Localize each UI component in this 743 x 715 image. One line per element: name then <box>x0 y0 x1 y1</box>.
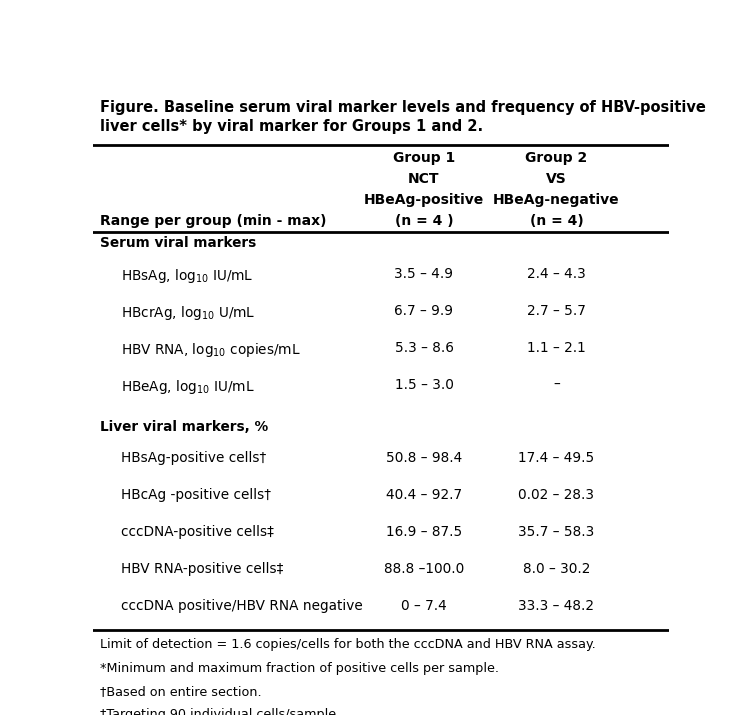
Text: 2.4 – 4.3: 2.4 – 4.3 <box>527 267 585 281</box>
Text: (n = 4): (n = 4) <box>530 214 583 227</box>
Text: 0.02 – 28.3: 0.02 – 28.3 <box>519 488 594 502</box>
Text: Liver viral markers, %: Liver viral markers, % <box>100 420 268 434</box>
Text: (n = 4 ): (n = 4 ) <box>395 214 453 227</box>
Text: HBcAg -positive cells†: HBcAg -positive cells† <box>120 488 270 502</box>
Text: HBsAg, log$_{10}$ IU/mL: HBsAg, log$_{10}$ IU/mL <box>120 267 253 285</box>
Text: HBeAg-positive: HBeAg-positive <box>364 192 484 207</box>
Text: 17.4 – 49.5: 17.4 – 49.5 <box>519 451 594 465</box>
Text: 33.3 – 48.2: 33.3 – 48.2 <box>519 599 594 613</box>
Text: 2.7 – 5.7: 2.7 – 5.7 <box>527 304 585 317</box>
Text: 50.8 – 98.4: 50.8 – 98.4 <box>386 451 462 465</box>
Text: HBV RNA, log$_{10}$ copies/mL: HBV RNA, log$_{10}$ copies/mL <box>120 340 300 359</box>
Text: HBsAg-positive cells†: HBsAg-positive cells† <box>120 451 266 465</box>
Text: Group 1: Group 1 <box>393 151 455 164</box>
Text: 16.9 – 87.5: 16.9 – 87.5 <box>386 525 462 539</box>
Text: VS: VS <box>546 172 567 186</box>
Text: 88.8 –100.0: 88.8 –100.0 <box>384 562 464 576</box>
Text: cccDNA positive/HBV RNA negative: cccDNA positive/HBV RNA negative <box>120 599 363 613</box>
Text: Serum viral markers: Serum viral markers <box>100 235 256 250</box>
Text: HBeAg, log$_{10}$ IU/mL: HBeAg, log$_{10}$ IU/mL <box>120 378 254 395</box>
Text: Figure. Baseline serum viral marker levels and frequency of HBV-positive
liver c: Figure. Baseline serum viral marker leve… <box>100 99 706 134</box>
Text: 6.7 – 9.9: 6.7 – 9.9 <box>395 304 453 317</box>
Text: 1.5 – 3.0: 1.5 – 3.0 <box>395 378 453 392</box>
Text: HBcrAg, log$_{10}$ U/mL: HBcrAg, log$_{10}$ U/mL <box>120 304 255 322</box>
Text: cccDNA-positive cells‡: cccDNA-positive cells‡ <box>120 525 273 539</box>
Text: –: – <box>553 378 559 392</box>
Text: Group 2: Group 2 <box>525 151 588 164</box>
Text: †Based on entire section.: †Based on entire section. <box>100 685 262 698</box>
Text: 40.4 – 92.7: 40.4 – 92.7 <box>386 488 462 502</box>
Text: *Minimum and maximum fraction of positive cells per sample.: *Minimum and maximum fraction of positiv… <box>100 661 499 675</box>
Text: HBeAg-negative: HBeAg-negative <box>493 192 620 207</box>
Text: 1.1 – 2.1: 1.1 – 2.1 <box>527 340 585 355</box>
Text: HBV RNA-positive cells‡: HBV RNA-positive cells‡ <box>120 562 283 576</box>
Text: 35.7 – 58.3: 35.7 – 58.3 <box>519 525 594 539</box>
Text: NCT: NCT <box>408 172 440 186</box>
Text: 3.5 – 4.9: 3.5 – 4.9 <box>395 267 453 281</box>
Text: 8.0 – 30.2: 8.0 – 30.2 <box>523 562 590 576</box>
Text: 0 – 7.4: 0 – 7.4 <box>401 599 447 613</box>
Text: Range per group (min - max): Range per group (min - max) <box>100 214 326 227</box>
Text: Limit of detection = 1.6 copies/cells for both the cccDNA and HBV RNA assay.: Limit of detection = 1.6 copies/cells fo… <box>100 638 596 651</box>
Text: ‡Targeting 90 individual cells/sample.: ‡Targeting 90 individual cells/sample. <box>100 708 340 715</box>
Text: 5.3 – 8.6: 5.3 – 8.6 <box>395 340 453 355</box>
